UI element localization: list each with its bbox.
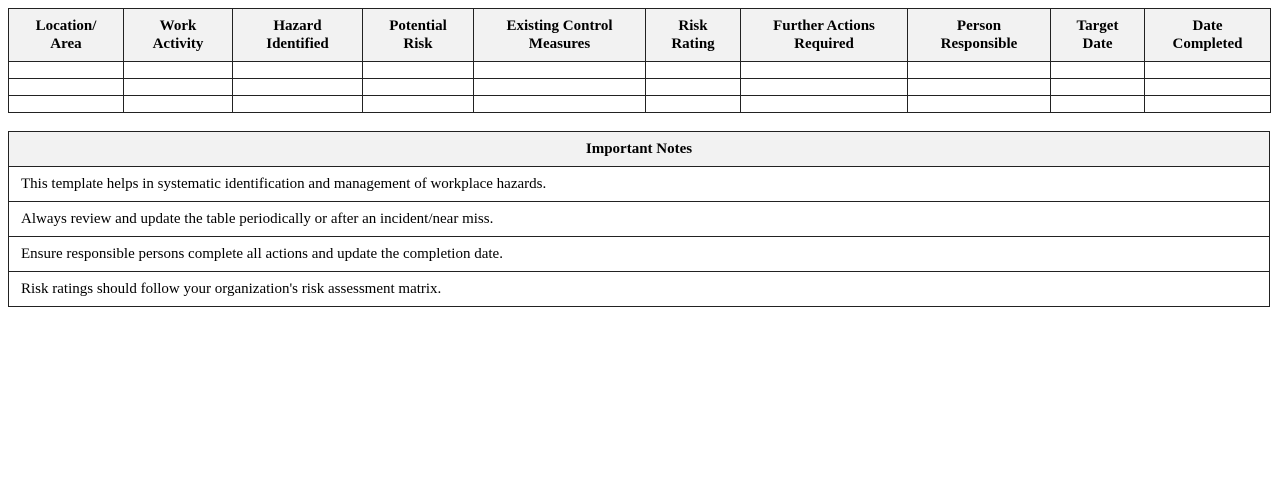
column-header: Target Date: [1050, 8, 1145, 62]
important-notes-table: Important Notes This template helps in s…: [8, 131, 1270, 307]
column-header: Work Activity: [123, 8, 233, 62]
table-cell[interactable]: [232, 78, 363, 96]
table-row: [8, 95, 1271, 113]
column-header: Risk Rating: [645, 8, 741, 62]
column-header-line: Target: [1076, 18, 1119, 34]
table-cell[interactable]: [1144, 95, 1271, 113]
table-cell[interactable]: [473, 95, 646, 113]
column-header-line: Activity: [152, 36, 204, 52]
table-cell[interactable]: [362, 78, 474, 96]
column-header-line: Potential: [389, 18, 447, 34]
column-header: Person Responsible: [907, 8, 1051, 62]
column-header: Further Actions Required: [740, 8, 908, 62]
table-cell[interactable]: [645, 78, 741, 96]
column-header-line: Area: [50, 36, 82, 52]
column-header-line: Measures: [528, 36, 591, 52]
column-header-line: Work: [159, 18, 197, 34]
column-header-line: Date: [1082, 36, 1113, 52]
column-header-line: Further Actions: [773, 18, 875, 34]
table-cell[interactable]: [362, 61, 474, 79]
note-row: Risk ratings should follow your organiza…: [8, 271, 1270, 307]
column-header: Hazard Identified: [232, 8, 363, 62]
table-cell[interactable]: [8, 78, 124, 96]
table-row: [8, 78, 1271, 96]
notes-title: Important Notes: [8, 131, 1270, 167]
hazard-register-table: Location/Area Work Activity Hazard Identifie…: [8, 8, 1271, 113]
table-cell[interactable]: [907, 78, 1051, 96]
table-cell[interactable]: [1144, 61, 1271, 79]
table-cell[interactable]: [123, 78, 233, 96]
column-header-line: Risk: [403, 36, 433, 52]
table-cell[interactable]: [123, 61, 233, 79]
column-header-line: Date: [1192, 18, 1223, 34]
table-cell[interactable]: [1050, 61, 1145, 79]
column-header-line: Identified: [266, 36, 329, 52]
table-cell[interactable]: [362, 95, 474, 113]
table-cell[interactable]: [645, 95, 741, 113]
column-header-line: Hazard: [273, 18, 322, 34]
note-text: This template helps in systematic identi…: [8, 166, 1270, 202]
column-header: Existing Control Measures: [473, 8, 646, 62]
table-cell[interactable]: [645, 61, 741, 79]
table-cell[interactable]: [8, 95, 124, 113]
table-cell[interactable]: [740, 95, 908, 113]
table-cell[interactable]: [473, 78, 646, 96]
note-row: Ensure responsible persons complete all …: [8, 236, 1270, 272]
table-cell[interactable]: [1050, 95, 1145, 113]
table-cell[interactable]: [123, 95, 233, 113]
note-row: This template helps in systematic identi…: [8, 166, 1270, 202]
column-header-line: Existing Control: [506, 18, 613, 34]
table-cell[interactable]: [232, 61, 363, 79]
column-header-line: Person: [956, 18, 1002, 34]
table-cell[interactable]: [1050, 78, 1145, 96]
column-header-line: Completed: [1172, 36, 1243, 52]
column-header-line: Responsible: [940, 36, 1018, 52]
column-header-line: Risk: [678, 18, 708, 34]
table-cell[interactable]: [1144, 78, 1271, 96]
column-header: Date Completed: [1144, 8, 1271, 62]
table-cell[interactable]: [473, 61, 646, 79]
column-header-line: Location/: [35, 18, 97, 34]
column-header: Location/Area: [8, 8, 124, 62]
table-row: [8, 61, 1271, 79]
column-header-line: Rating: [671, 36, 715, 52]
column-header-line: Required: [794, 36, 854, 52]
table-cell[interactable]: [740, 78, 908, 96]
table-cell[interactable]: [907, 61, 1051, 79]
note-row: Always review and update the table perio…: [8, 201, 1270, 237]
table-cell[interactable]: [740, 61, 908, 79]
table-cell[interactable]: [907, 95, 1051, 113]
note-text: Ensure responsible persons complete all …: [8, 236, 1270, 272]
note-text: Risk ratings should follow your organiza…: [8, 271, 1270, 307]
table-header-row: Location/Area Work Activity Hazard Identifie…: [8, 8, 1271, 62]
table-cell[interactable]: [232, 95, 363, 113]
note-text: Always review and update the table perio…: [8, 201, 1270, 237]
table-cell[interactable]: [8, 61, 124, 79]
column-header: Potential Risk: [362, 8, 474, 62]
